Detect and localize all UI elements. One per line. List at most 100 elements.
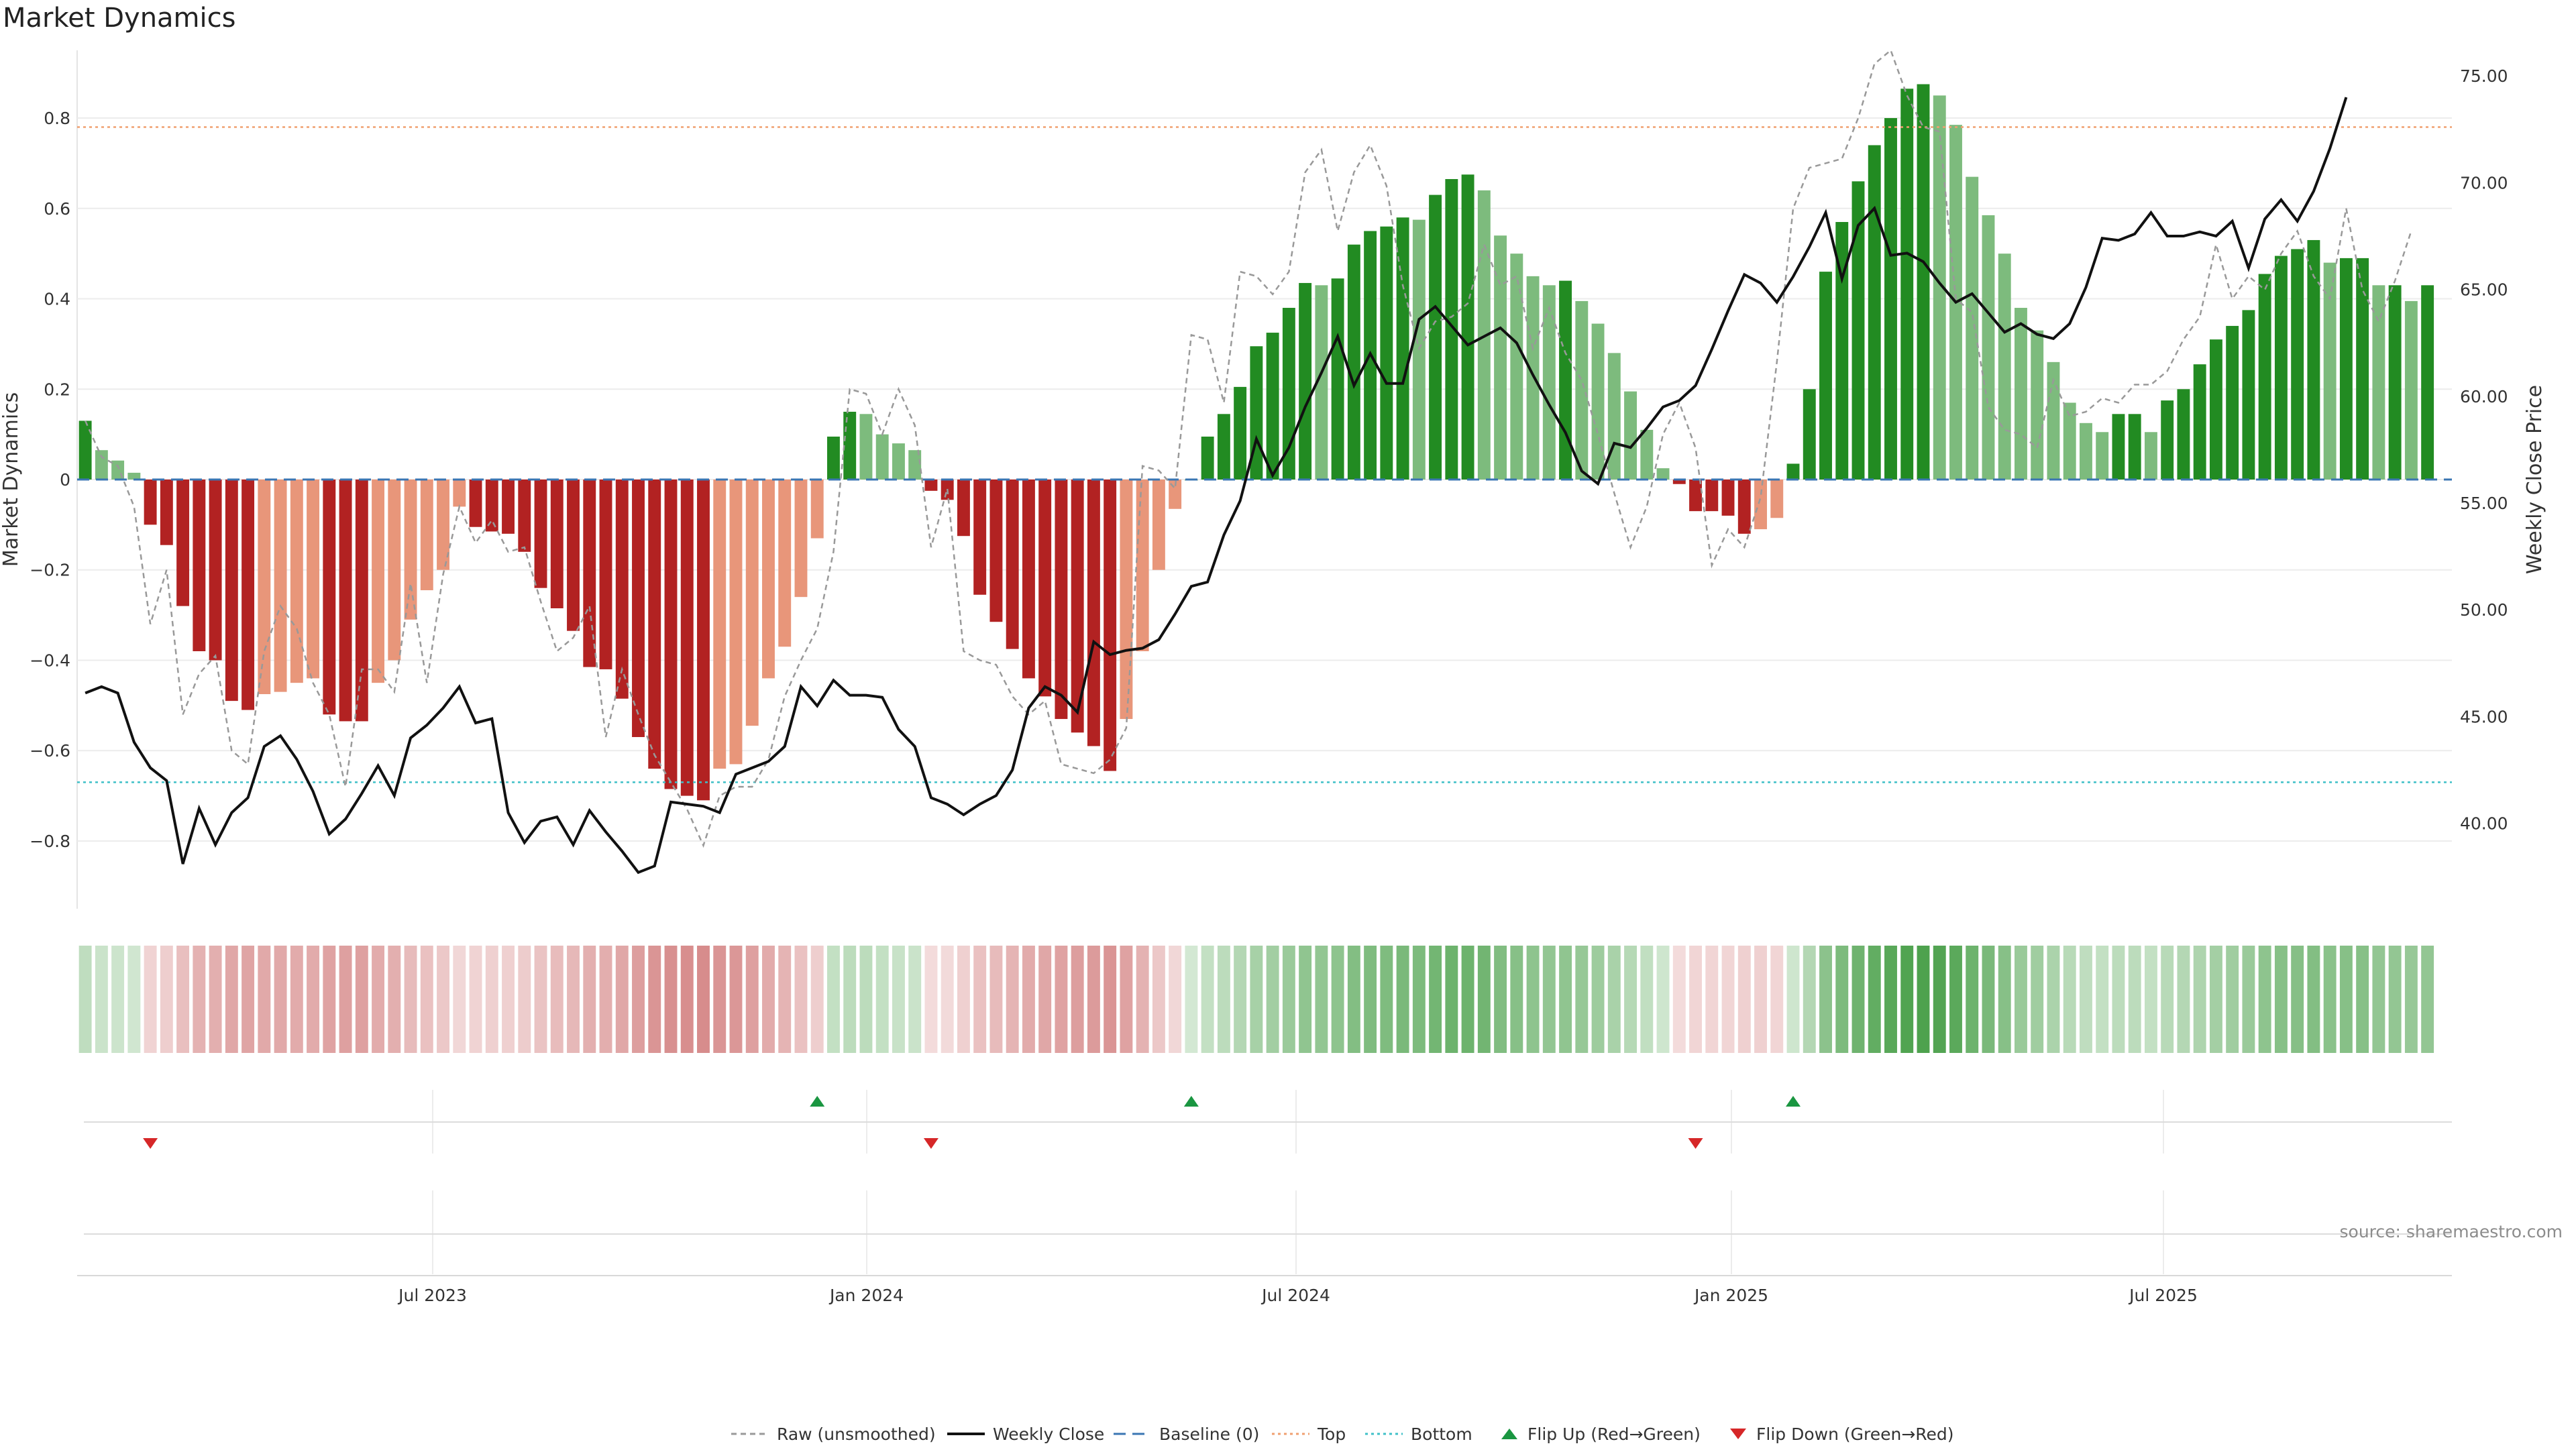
heat-strip-cell <box>1607 946 1621 1053</box>
heat-strip-cell <box>225 946 238 1053</box>
md-bar <box>1542 285 1556 480</box>
md-bar <box>372 480 385 683</box>
heat-strip-cell <box>859 946 873 1053</box>
md-bar <box>95 450 108 480</box>
md-bar <box>827 437 840 480</box>
legend-item-baseline: Baseline (0) <box>1114 1420 1259 1447</box>
heat-strip-cell <box>1656 946 1670 1053</box>
md-bar <box>2258 274 2271 480</box>
md-bar <box>1169 480 1182 509</box>
legend-label: Baseline (0) <box>1159 1424 1260 1444</box>
x-tick-label: Jul 2023 <box>397 1286 467 1305</box>
md-bar <box>2128 414 2141 480</box>
heat-strip-cell <box>941 946 954 1053</box>
y-left-tick-label: −0.6 <box>30 741 70 761</box>
md-bar <box>420 480 433 591</box>
md-bar <box>615 480 629 699</box>
heat-strip-cell <box>729 946 743 1053</box>
heat-strip-cell <box>1542 946 1556 1053</box>
y-right-tick-label: 50.00 <box>2460 600 2508 620</box>
chart-title: Market Dynamics <box>3 3 236 34</box>
heat-strip-cell <box>144 946 157 1053</box>
md-bar <box>485 480 498 532</box>
heat-strip-cell <box>307 946 320 1053</box>
heat-strip-cell <box>1640 946 1654 1053</box>
heat-strip-cell <box>339 946 352 1053</box>
heat-strip-cell <box>1169 946 1182 1053</box>
md-bar <box>794 480 808 598</box>
md-bar <box>1152 480 1165 570</box>
heat-strip-cell <box>209 946 222 1053</box>
heat-strip-cell <box>713 946 727 1053</box>
md-bar <box>1494 235 1507 480</box>
heat-strip-cell <box>1087 946 1100 1053</box>
heat-strip-cell <box>1038 946 1052 1053</box>
legend-flip-up-icon <box>1501 1429 1517 1439</box>
heat-strip-cell <box>1006 946 1019 1053</box>
heat-strip-cell <box>2047 946 2060 1053</box>
heat-strip-cell <box>437 946 450 1053</box>
heat-strip-cell <box>1152 946 1165 1053</box>
heat-strip-cell <box>550 946 564 1053</box>
heat-strip-cell <box>924 946 938 1053</box>
heat-strip-cell <box>1998 946 2011 1053</box>
md-bar <box>762 480 775 679</box>
heat-strip-cell <box>2404 946 2418 1053</box>
heat-strip-cell <box>1770 946 1784 1053</box>
heat-strip-cell <box>2079 946 2092 1053</box>
heat-strip-cell <box>1071 946 1084 1053</box>
md-bar <box>1266 333 1279 480</box>
legend-item-flip-up: Flip Up (Red→Green) <box>1499 1420 1701 1447</box>
heat-strip-cell <box>1851 946 1865 1053</box>
md-bar <box>1071 480 1084 733</box>
heat-strip-cell <box>2372 946 2385 1053</box>
heat-strip-cell <box>1624 946 1638 1053</box>
legend-top-swatch <box>1272 1433 1309 1435</box>
source-credit: source: sharemaestro.com <box>2339 1222 2563 1241</box>
legend-item-bottom: Bottom <box>1365 1420 1472 1447</box>
md-bar <box>160 480 173 545</box>
md-bar <box>534 480 547 588</box>
heat-strip-cell <box>2258 946 2271 1053</box>
md-bar <box>1445 179 1458 480</box>
flip-up-marker <box>810 1096 825 1107</box>
md-bar <box>1689 480 1702 512</box>
md-bar <box>989 480 1003 622</box>
heat-strip-cell <box>78 946 92 1053</box>
md-bar <box>1933 95 1946 480</box>
y-left-tick-label: 0.8 <box>44 109 70 128</box>
md-bar <box>2274 256 2288 480</box>
x-tick-label: Jul 2025 <box>2128 1286 2198 1305</box>
md-bar <box>632 480 645 737</box>
heat-strip-cell <box>664 946 678 1053</box>
heat-strip-cell <box>1868 946 1881 1053</box>
heat-strip-cell <box>2128 946 2141 1053</box>
heat-strip-cell <box>567 946 580 1053</box>
heat-strip-cell <box>2031 946 2044 1053</box>
md-bar <box>127 472 141 480</box>
heat-strip-cell <box>1884 946 1897 1053</box>
md-bar <box>908 450 922 480</box>
flip-down-marker <box>143 1138 158 1149</box>
heat-strip-cell <box>697 946 710 1053</box>
heat-strip-cell <box>355 946 368 1053</box>
md-bar <box>1510 254 1523 480</box>
y-left-tick-label: −0.4 <box>30 651 70 670</box>
md-bar <box>1591 323 1605 480</box>
heat-strip-cell <box>2307 946 2320 1053</box>
md-bar <box>567 480 580 631</box>
md-bar <box>1136 480 1149 651</box>
md-bar <box>1770 480 1784 518</box>
heat-strip-cell <box>1022 946 1035 1053</box>
heat-strip-cell <box>2356 946 2369 1053</box>
md-bar <box>1786 463 1800 480</box>
md-bar <box>1315 285 1328 480</box>
md-bar <box>1347 244 1360 480</box>
legend-item-close: Weekly Close <box>947 1420 1104 1447</box>
md-bar <box>2307 239 2320 480</box>
md-bar <box>1721 480 1735 516</box>
md-bar <box>778 480 792 647</box>
heat-strip-cell <box>1364 946 1377 1053</box>
heat-strip-cell <box>794 946 808 1053</box>
